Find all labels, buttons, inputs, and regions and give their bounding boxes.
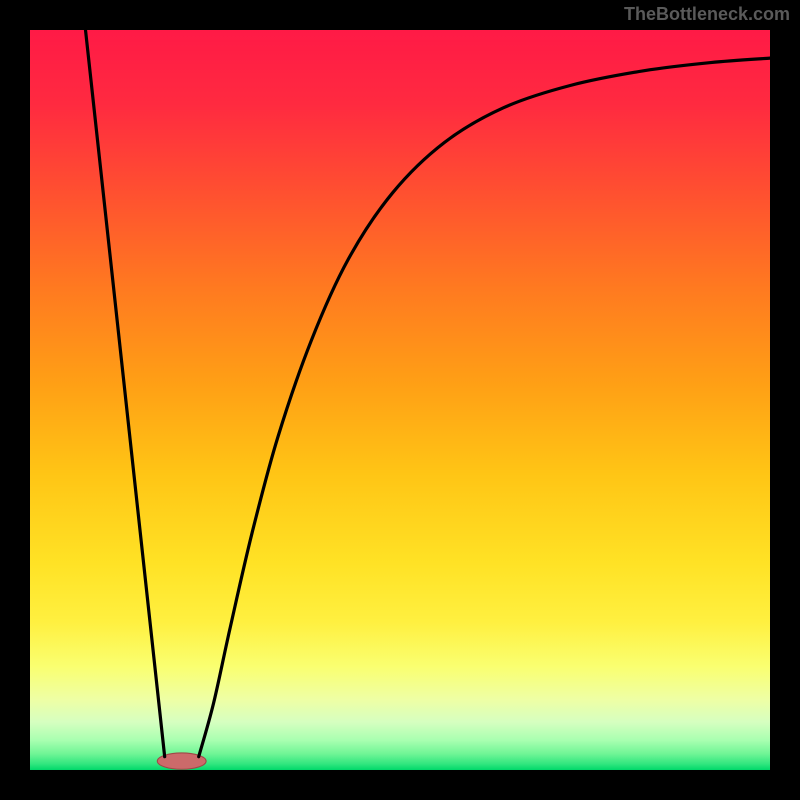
chart-container: TheBottleneck.com	[0, 0, 800, 800]
watermark-text: TheBottleneck.com	[624, 4, 790, 25]
bottleneck-chart	[0, 0, 800, 800]
plot-gradient-background	[30, 30, 770, 770]
